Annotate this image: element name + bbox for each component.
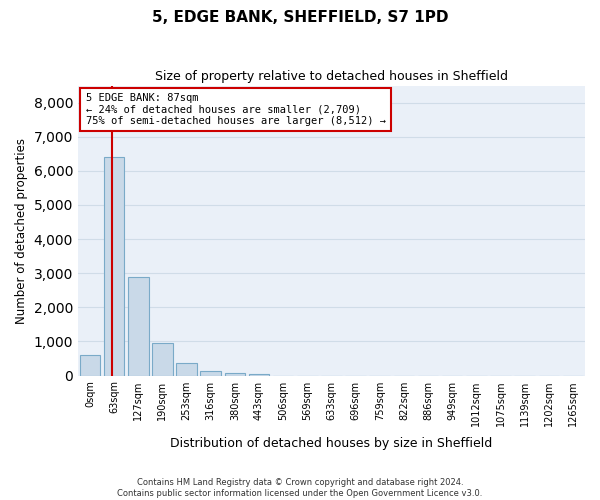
Title: Size of property relative to detached houses in Sheffield: Size of property relative to detached ho… [155, 70, 508, 83]
X-axis label: Distribution of detached houses by size in Sheffield: Distribution of detached houses by size … [170, 437, 493, 450]
Text: 5 EDGE BANK: 87sqm
← 24% of detached houses are smaller (2,709)
75% of semi-deta: 5 EDGE BANK: 87sqm ← 24% of detached hou… [86, 93, 386, 126]
Bar [104, 157, 124, 376]
Text: Contains HM Land Registry data © Crown copyright and database right 2024.
Contai: Contains HM Land Registry data © Crown c… [118, 478, 482, 498]
Bar [200, 371, 221, 376]
Bar [152, 343, 173, 376]
Text: 5, EDGE BANK, SHEFFIELD, S7 1PD: 5, EDGE BANK, SHEFFIELD, S7 1PD [152, 10, 448, 25]
Bar [176, 363, 197, 376]
Bar [80, 355, 100, 376]
Bar [128, 276, 149, 376]
Bar [249, 374, 269, 376]
Y-axis label: Number of detached properties: Number of detached properties [15, 138, 28, 324]
Bar [224, 373, 245, 376]
